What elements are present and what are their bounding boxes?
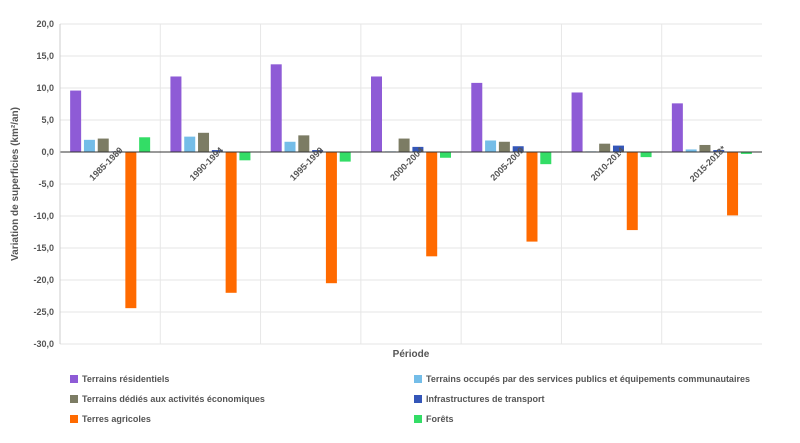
bar — [440, 152, 451, 158]
bar — [270, 64, 282, 152]
bar — [211, 150, 223, 152]
bar — [498, 141, 510, 152]
bar — [97, 138, 109, 152]
bar — [198, 132, 210, 152]
legend-swatch — [70, 415, 78, 423]
bar — [485, 140, 497, 152]
bar — [713, 150, 725, 152]
bar — [740, 152, 752, 154]
bar — [170, 76, 182, 152]
legend-swatch — [70, 375, 78, 383]
legend-swatch — [414, 395, 422, 403]
bar — [512, 146, 524, 152]
bar — [325, 152, 337, 284]
legend-entry: Terres agricoles — [82, 414, 151, 424]
bar — [526, 152, 538, 242]
y-tick-label: -20,0 — [33, 275, 54, 285]
legend-swatch — [414, 375, 422, 383]
legend-swatch — [414, 415, 422, 423]
y-tick-label: 15,0 — [36, 51, 54, 61]
y-axis-title: Variation de superficies (km²/an) — [10, 107, 21, 261]
bar — [612, 145, 624, 152]
bar — [571, 92, 583, 152]
y-tick-label: -5,0 — [38, 179, 54, 189]
bar — [398, 138, 410, 152]
y-tick-label: 0,0 — [41, 147, 54, 157]
bar — [225, 152, 237, 293]
y-tick-label: 5,0 — [41, 115, 54, 125]
legend-entry: Terrains occupés par des services public… — [426, 374, 750, 384]
bar — [727, 152, 739, 216]
bar — [70, 90, 82, 152]
bar — [371, 76, 382, 152]
x-axis-title: Période — [393, 349, 430, 360]
legend-swatch — [70, 395, 78, 403]
bar — [298, 135, 310, 152]
legend-entry: Terrains résidentiels — [82, 374, 169, 384]
bar — [640, 152, 652, 158]
bar — [339, 152, 351, 162]
bar — [626, 152, 638, 231]
bar — [125, 152, 137, 309]
bar — [426, 152, 438, 257]
legend-entry: Forêts — [426, 414, 454, 424]
bar — [312, 150, 324, 152]
legend-entry: Terrains dédiés aux activités économique… — [82, 394, 265, 404]
y-tick-label: -10,0 — [33, 211, 54, 221]
bar — [699, 144, 711, 152]
y-tick-label: 10,0 — [36, 83, 54, 93]
y-tick-label: -25,0 — [33, 307, 54, 317]
bar — [184, 136, 196, 152]
bar — [139, 137, 151, 152]
bar — [685, 149, 697, 152]
bar — [540, 152, 552, 165]
bar — [471, 82, 483, 152]
bar — [239, 152, 251, 161]
bar — [599, 143, 611, 152]
y-tick-label: 20,0 — [36, 19, 54, 29]
bar — [671, 103, 683, 152]
legend-entry: Infrastructures de transport — [426, 394, 545, 404]
y-tick-label: -15,0 — [33, 243, 54, 253]
bar — [284, 141, 296, 152]
y-tick-label: -30,0 — [33, 339, 54, 349]
bar — [83, 139, 95, 152]
bar — [412, 146, 424, 152]
